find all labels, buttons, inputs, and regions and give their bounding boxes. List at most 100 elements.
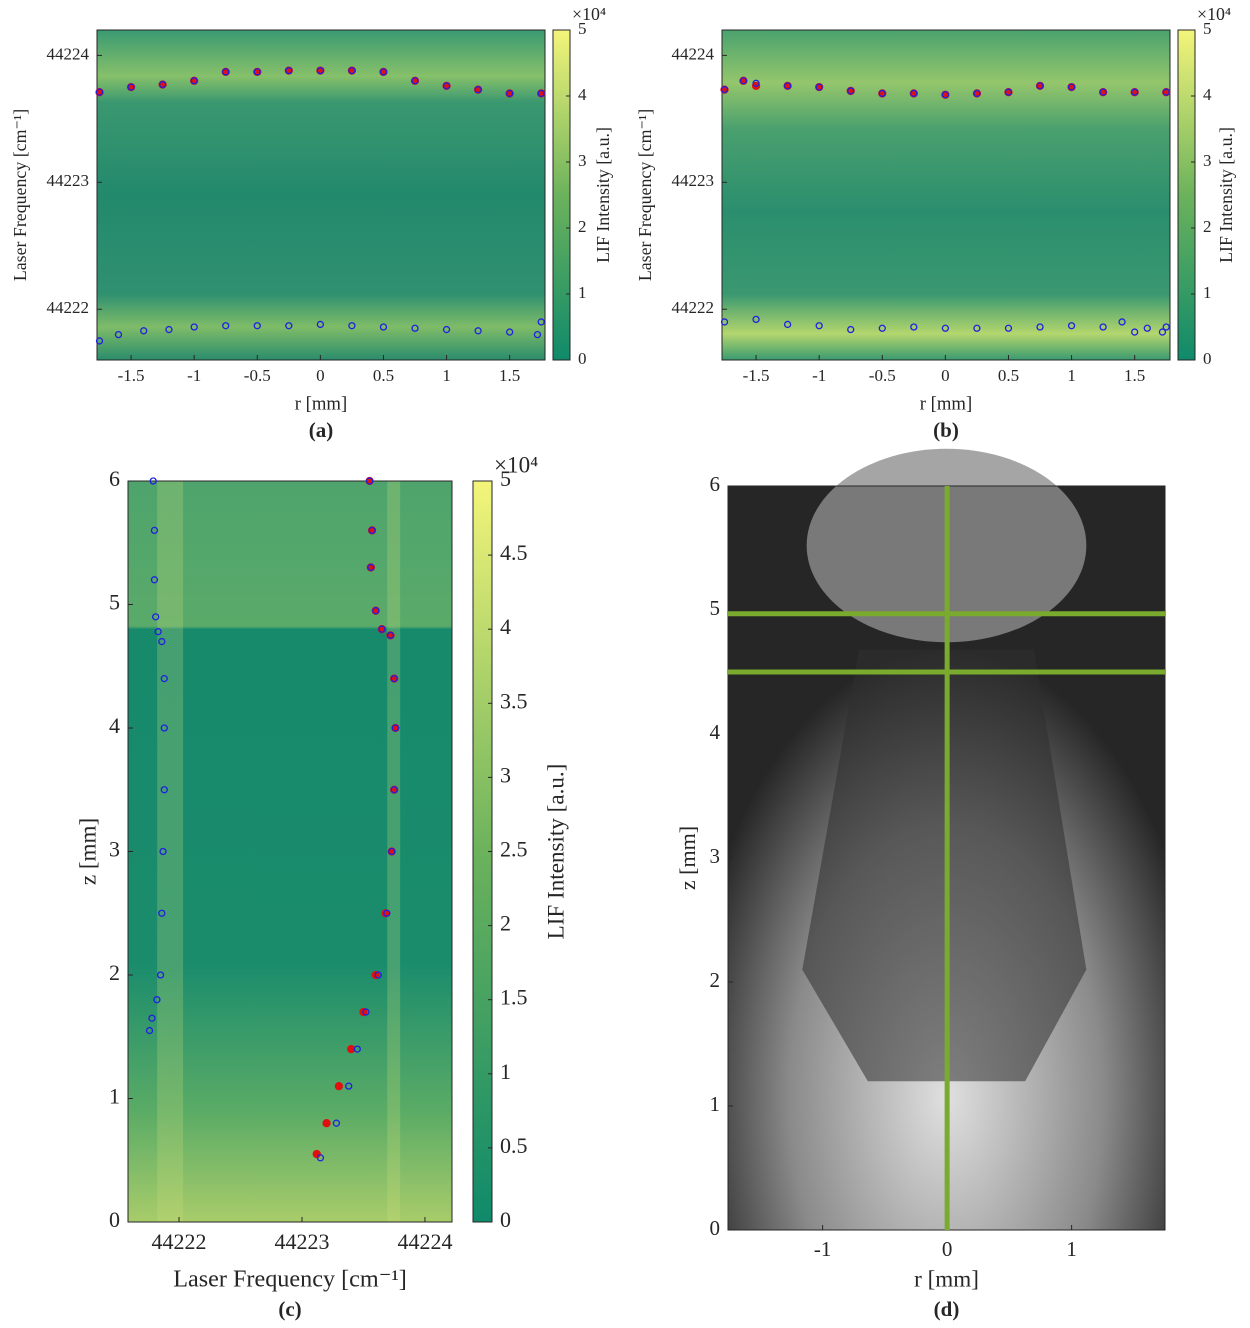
peak-point <box>158 637 166 646</box>
peak-point <box>411 324 419 332</box>
peak-point <box>411 77 419 85</box>
y-tick-label: 2 <box>109 960 120 985</box>
plot-frame <box>96 29 546 361</box>
panel: -1 0 1 0 1 2 3 4 5 6 r [mm] z [mm] (d) <box>675 448 1166 1321</box>
y-tick-label: 4 <box>710 720 721 744</box>
x-tick-label: -1 <box>814 1237 832 1261</box>
peak-point <box>154 628 162 636</box>
colorbar-tick-label: 4 <box>500 614 511 639</box>
colorbar-tick-label: 4 <box>1203 85 1212 104</box>
peak-point <box>149 477 157 485</box>
peak-point <box>159 847 167 856</box>
panel-label: (b) <box>933 418 959 442</box>
peak-point <box>1143 324 1151 332</box>
x-tick-label: -1.5 <box>118 366 145 385</box>
peak-point <box>910 323 918 331</box>
y-tick-label: 44223 <box>47 171 90 190</box>
x-tick-label: 44222 <box>152 1229 207 1254</box>
colorbar-tick-label: 3 <box>578 151 587 170</box>
peak-point <box>378 625 386 633</box>
peak-point <box>153 996 161 1004</box>
y-tick-label: 0 <box>710 1216 721 1240</box>
texture <box>173 481 184 1222</box>
y-tick-label: 1 <box>109 1084 120 1109</box>
colorbar-tick-label: 3 <box>1203 151 1212 170</box>
colorbar-tick-label: 4.5 <box>500 540 528 565</box>
peak-point <box>390 674 398 683</box>
y-tick-label: 3 <box>109 837 120 862</box>
peak-point <box>312 1149 321 1159</box>
x-tick-label: 44224 <box>397 1229 452 1254</box>
peak-point <box>720 318 729 326</box>
peak-point <box>442 325 451 334</box>
peak-point <box>150 576 159 584</box>
colorbar <box>1177 29 1196 361</box>
peak-point <box>372 607 380 615</box>
panel-label: (c) <box>278 1297 301 1321</box>
x-tick-label: 0 <box>941 366 950 385</box>
plot-frame <box>721 29 1171 361</box>
y-tick-label: 44224 <box>47 44 90 63</box>
y-tick-label: 0 <box>109 1207 120 1232</box>
texture <box>802 649 1087 1082</box>
peak-point <box>474 86 482 94</box>
peak-point <box>506 328 514 336</box>
peak-point <box>150 526 159 535</box>
peak-point <box>348 322 356 330</box>
peak-point <box>533 330 542 339</box>
peak-point <box>1131 88 1139 96</box>
x-tick-label: 1.5 <box>499 366 520 385</box>
x-tick-label: 0 <box>316 366 325 385</box>
y-tick-label: 4 <box>109 713 120 738</box>
x-tick-label: 0 <box>942 1237 953 1261</box>
peak-point <box>1067 83 1076 91</box>
colorbar-tick-label: 0 <box>1203 349 1212 368</box>
peak-point <box>752 315 760 324</box>
peak-point <box>1004 88 1013 96</box>
peak-point <box>253 322 261 330</box>
peak-point <box>285 66 293 75</box>
peak-point <box>127 83 135 91</box>
peak-point <box>365 477 374 485</box>
peak-point <box>222 322 230 330</box>
peak-point <box>1099 88 1107 96</box>
x-axis-label: r [mm] <box>914 1265 979 1291</box>
peak-point <box>720 86 729 94</box>
peak-point <box>95 337 104 345</box>
y-axis-label: z [mm] <box>74 818 100 885</box>
colorbar-tick-label: 2.5 <box>500 837 528 862</box>
peak-point <box>316 66 325 75</box>
peak-point <box>847 87 855 95</box>
peak-point <box>152 613 160 621</box>
image <box>722 30 1170 360</box>
colorbar <box>552 29 571 361</box>
x-axis-label: r [mm] <box>920 393 972 414</box>
peak-point <box>114 330 123 339</box>
peak-point <box>442 82 451 90</box>
colorbar-tick-label: 4 <box>578 85 587 104</box>
peak-point <box>332 1119 341 1127</box>
peak-point <box>390 786 398 794</box>
x-tick-label: -1.5 <box>743 366 770 385</box>
y-tick-label: 6 <box>710 472 721 496</box>
colorbar-label: LIF Intensity [a.u.] <box>542 764 568 940</box>
x-tick-label: 1 <box>1067 366 1076 385</box>
y-tick-label: 5 <box>109 590 120 615</box>
peak-point <box>391 724 400 732</box>
peak-point <box>386 631 395 640</box>
peak-point <box>190 323 198 331</box>
peak-point <box>973 89 981 98</box>
panel: -1.5 -1 -0.5 0 0.5 1 1.5 44222 44223 44224 r [mm] L… <box>635 4 1236 442</box>
peak-point <box>1162 88 1170 96</box>
peak-point <box>353 1045 361 1053</box>
peak-point <box>158 80 167 89</box>
colorbar-label: LIF Intensity [a.u.] <box>593 127 613 263</box>
y-tick-label: 44222 <box>47 298 90 317</box>
y-tick-label: 44222 <box>672 298 715 317</box>
y-tick-label: 1 <box>710 1092 721 1116</box>
x-tick-label: 0.5 <box>998 366 1019 385</box>
x-axis-label: Laser Frequency [cm⁻¹] <box>173 1266 407 1293</box>
peak-point <box>367 563 375 572</box>
peak-point <box>1067 322 1076 330</box>
